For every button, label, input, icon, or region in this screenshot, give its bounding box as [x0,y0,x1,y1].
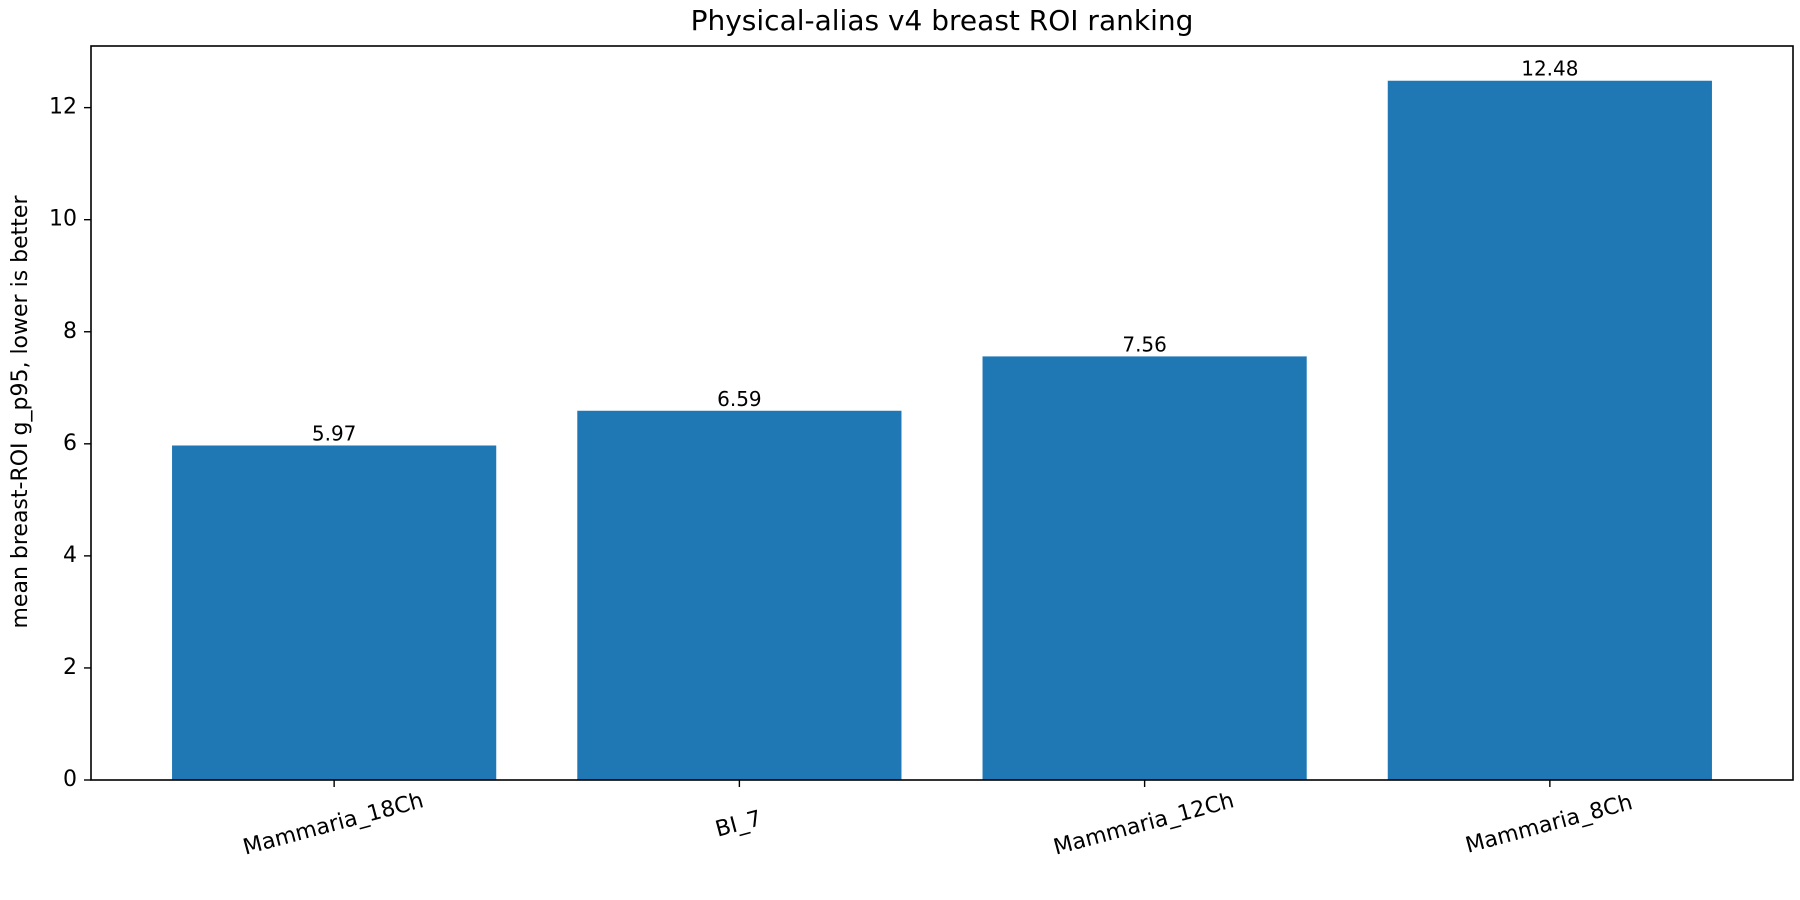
y-tick-label: 6 [63,431,77,456]
y-tick-label: 12 [49,95,77,120]
bar-value-label: 6.59 [717,387,762,411]
bar-mammaria-18ch [172,445,497,780]
y-tick-label: 10 [49,207,77,232]
bar-mammaria-12ch [982,356,1307,780]
chart-title: Physical-alias v4 breast ROI ranking [691,4,1194,37]
x-axis: Mammaria_18Ch BI_7 Mammaria_12Ch Mammaria_8… [240,780,1635,861]
bar-value-label: 5.97 [312,421,357,445]
bar-value-label: 7.56 [1122,332,1167,356]
bar-mammaria-8ch [1387,80,1712,780]
y-axis: 0 2 4 6 8 10 12 [49,95,91,792]
x-tick-label: Mammaria_8Ch [1463,790,1635,859]
x-tick-label: Mammaria_12Ch [1051,788,1237,860]
bar-value-label: 12.48 [1521,57,1578,81]
bar-bi-7 [577,410,902,780]
x-tick-label: Mammaria_18Ch [240,788,426,860]
x-tick-label: BI_7 [713,806,764,842]
y-tick-label: 8 [63,319,77,344]
plot-frame [90,45,1794,781]
y-tick-label: 0 [63,767,77,792]
bar-value-labels: 5.97 6.59 7.56 12.48 [312,57,1579,446]
y-axis-label: mean breast-ROI g_p95, lower is better [8,195,33,629]
bars-group [172,80,1712,780]
y-tick-label: 4 [63,543,77,568]
y-tick-label: 2 [63,655,77,680]
